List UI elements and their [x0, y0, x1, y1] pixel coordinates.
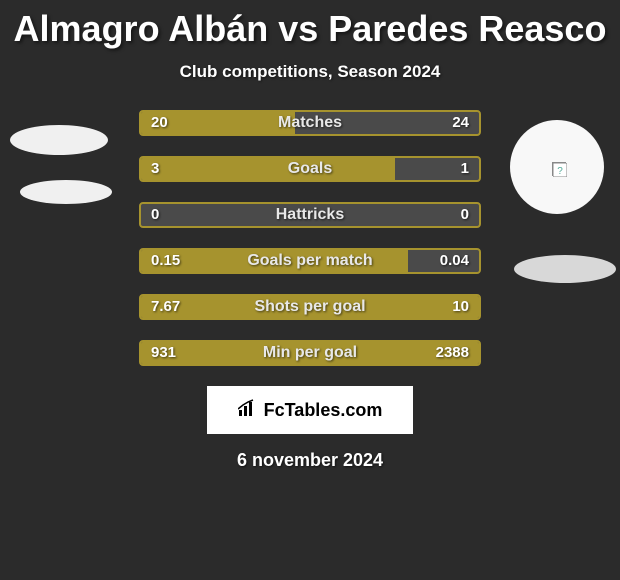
date-text: 6 november 2024 — [0, 450, 620, 471]
avatar-circle: ? — [510, 120, 604, 214]
stat-row-min-per-goal: 931 Min per goal 2388 — [139, 340, 481, 366]
stat-right-value: 24 — [452, 112, 469, 134]
stat-right-value: 1 — [461, 158, 469, 180]
stat-row-matches: 20 Matches 24 — [139, 110, 481, 136]
logo-box: FcTables.com — [207, 386, 413, 434]
svg-text:?: ? — [557, 166, 563, 177]
stat-label: Hattricks — [141, 204, 479, 226]
stat-right-value: 10 — [452, 296, 469, 318]
stat-row-hattricks: 0 Hattricks 0 — [139, 202, 481, 228]
stat-label: Goals — [141, 158, 479, 180]
stats-bars: 20 Matches 24 3 Goals 1 0 Hattricks 0 0.… — [139, 110, 481, 366]
stat-row-goals-per-match: 0.15 Goals per match 0.04 — [139, 248, 481, 274]
stat-row-shots-per-goal: 7.67 Shots per goal 10 — [139, 294, 481, 320]
player-left-avatar — [10, 120, 110, 208]
page-title: Almagro Albán vs Paredes Reasco — [0, 0, 620, 50]
avatar-shadow — [514, 255, 616, 283]
stat-row-goals: 3 Goals 1 — [139, 156, 481, 182]
chart-icon — [238, 399, 258, 422]
stat-right-value: 2388 — [436, 342, 469, 364]
avatar-shape — [10, 125, 108, 155]
avatar-shape — [20, 180, 112, 204]
subtitle: Club competitions, Season 2024 — [0, 62, 620, 82]
stat-right-value: 0 — [461, 204, 469, 226]
stat-label: Shots per goal — [141, 296, 479, 318]
stat-label: Goals per match — [141, 250, 479, 272]
stat-label: Matches — [141, 112, 479, 134]
logo-text: FcTables.com — [264, 400, 383, 421]
stat-right-value: 0.04 — [440, 250, 469, 272]
stat-label: Min per goal — [141, 342, 479, 364]
player-right-avatar: ? — [510, 120, 610, 230]
placeholder-icon: ? — [552, 162, 566, 176]
